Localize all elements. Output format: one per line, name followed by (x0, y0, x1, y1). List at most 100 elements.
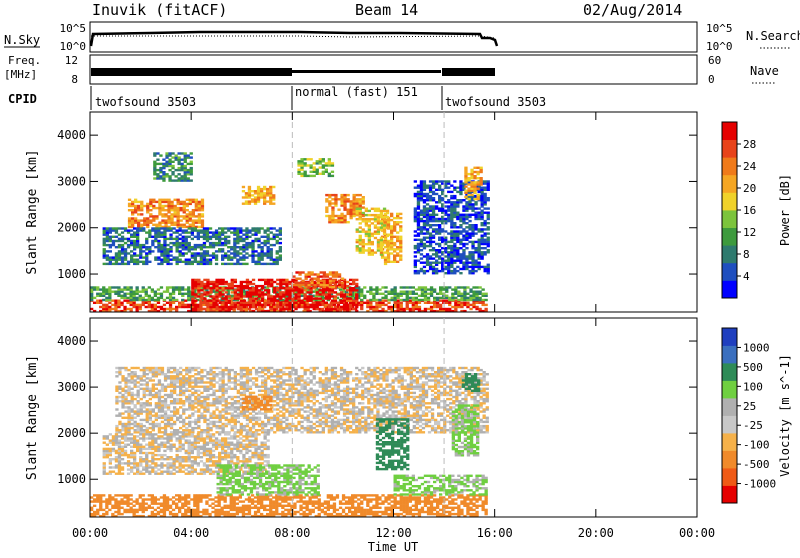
power-cell (158, 199, 161, 201)
power-cell (209, 259, 212, 261)
power-cell (197, 246, 200, 248)
power-cell (234, 289, 237, 291)
power-cell (152, 201, 155, 203)
velocity-cell (266, 505, 269, 507)
power-cell (267, 281, 270, 283)
velocity-cell (381, 500, 384, 502)
velocity-cell (172, 513, 175, 515)
power-cell (197, 281, 200, 283)
power-cell (248, 186, 251, 188)
velocity-cell (327, 496, 330, 498)
power-cell (463, 288, 466, 290)
velocity-cell (136, 509, 139, 511)
power-cell (269, 186, 272, 188)
power-cell (450, 255, 453, 257)
power-cell (423, 255, 426, 257)
power-cell (252, 289, 255, 291)
power-cell (464, 190, 467, 192)
velocity-cell (139, 505, 142, 507)
power-cell (429, 266, 432, 268)
power-cell (484, 212, 487, 214)
power-cell (139, 252, 142, 254)
velocity-cell (214, 511, 217, 513)
power-cell (184, 179, 187, 181)
power-cell (435, 189, 438, 191)
power-cell (386, 216, 389, 218)
power-cell (114, 306, 117, 308)
power-colorbar-swatch (722, 140, 737, 158)
power-cell (384, 256, 387, 258)
power-cell (179, 234, 182, 236)
power-cell (381, 308, 384, 310)
power-cell (170, 201, 173, 203)
power-cell (117, 306, 120, 308)
power-cell (279, 293, 282, 295)
power-cell (130, 229, 133, 231)
power-cell (456, 216, 459, 218)
velocity-cell (202, 496, 205, 498)
power-cell (191, 308, 194, 310)
power-cell (436, 306, 439, 308)
velocity-cell (266, 513, 269, 515)
power-cell (459, 214, 462, 216)
velocity-cell (239, 509, 242, 511)
power-cell (267, 297, 270, 299)
power-cell (187, 163, 190, 165)
power-cell (245, 229, 248, 231)
power-cell (453, 210, 456, 212)
velocity-cell (181, 503, 184, 505)
power-cell (474, 218, 477, 220)
power-cell (133, 246, 136, 248)
power-cell (387, 223, 390, 225)
power-cell (297, 304, 300, 306)
power-cell (249, 302, 252, 304)
power-cell (356, 231, 359, 233)
power-cell (240, 281, 243, 283)
power-cell (368, 231, 371, 233)
power-cell (269, 188, 272, 190)
power-cell (169, 304, 172, 306)
power-cell (264, 263, 267, 265)
power-cell (167, 199, 170, 201)
power-cell (374, 251, 377, 253)
power-cell (206, 300, 209, 302)
power-cell (375, 302, 378, 304)
velocity-cell (299, 513, 302, 515)
power-cell (246, 302, 249, 304)
power-cell (429, 249, 432, 251)
power-cell (218, 236, 221, 238)
power-cell (375, 286, 378, 288)
power-cell (105, 291, 108, 293)
power-cell (473, 181, 476, 183)
power-cell (276, 302, 279, 304)
power-cell (384, 259, 387, 261)
power-cell (166, 288, 169, 290)
velocity-cell (242, 505, 245, 507)
power-cell (243, 300, 246, 302)
power-cell (288, 293, 291, 295)
power-cell (374, 220, 377, 222)
power-cell (270, 302, 273, 304)
freq-label: Freq. (8, 54, 41, 67)
power-cell (157, 229, 160, 231)
velocity-cell (348, 496, 351, 498)
nsearch-tick-low: 10^0 (706, 40, 733, 53)
power-cell (145, 291, 148, 293)
power-cell (218, 234, 221, 236)
power-cell (252, 297, 255, 299)
velocity-cell (318, 500, 321, 502)
power-cell (322, 171, 325, 173)
power-cell (447, 232, 450, 234)
power-cell (415, 302, 418, 304)
power-cell (414, 245, 417, 247)
power-cell (331, 217, 334, 219)
power-cell (156, 169, 159, 171)
velocity-cell (281, 505, 284, 507)
power-cell (215, 287, 218, 289)
power-cell (429, 180, 432, 182)
power-cell (112, 242, 115, 244)
power-cell (163, 250, 166, 252)
power-cell (369, 304, 372, 306)
power-cell (459, 230, 462, 232)
